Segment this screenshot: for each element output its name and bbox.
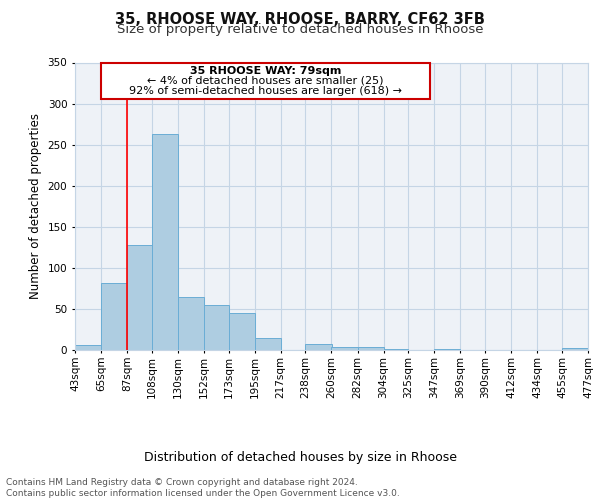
Text: 35 RHOOSE WAY: 79sqm: 35 RHOOSE WAY: 79sqm [190, 66, 341, 76]
Bar [254, 338, 281, 350]
Text: 35, RHOOSE WAY, RHOOSE, BARRY, CF62 3FB: 35, RHOOSE WAY, RHOOSE, BARRY, CF62 3FB [115, 12, 485, 28]
Bar [562, 348, 588, 350]
Bar [358, 346, 383, 350]
Bar [75, 345, 101, 350]
Text: Contains HM Land Registry data © Crown copyright and database right 2024.
Contai: Contains HM Land Registry data © Crown c… [6, 478, 400, 498]
Bar [434, 349, 460, 350]
Bar [178, 298, 204, 350]
Text: ← 4% of detached houses are smaller (25): ← 4% of detached houses are smaller (25) [147, 76, 383, 86]
Bar [383, 349, 409, 350]
Y-axis label: Number of detached properties: Number of detached properties [29, 114, 42, 299]
Text: Distribution of detached houses by size in Rhoose: Distribution of detached houses by size … [143, 451, 457, 464]
Bar [305, 344, 331, 350]
FancyBboxPatch shape [101, 62, 430, 98]
Bar [152, 134, 178, 350]
Text: Size of property relative to detached houses in Rhoose: Size of property relative to detached ho… [117, 22, 483, 36]
Bar [101, 284, 127, 350]
Text: 92% of semi-detached houses are larger (618) →: 92% of semi-detached houses are larger (… [129, 86, 402, 96]
Bar [229, 313, 254, 350]
Bar [331, 346, 358, 350]
Bar [204, 305, 229, 350]
Bar [127, 245, 152, 350]
